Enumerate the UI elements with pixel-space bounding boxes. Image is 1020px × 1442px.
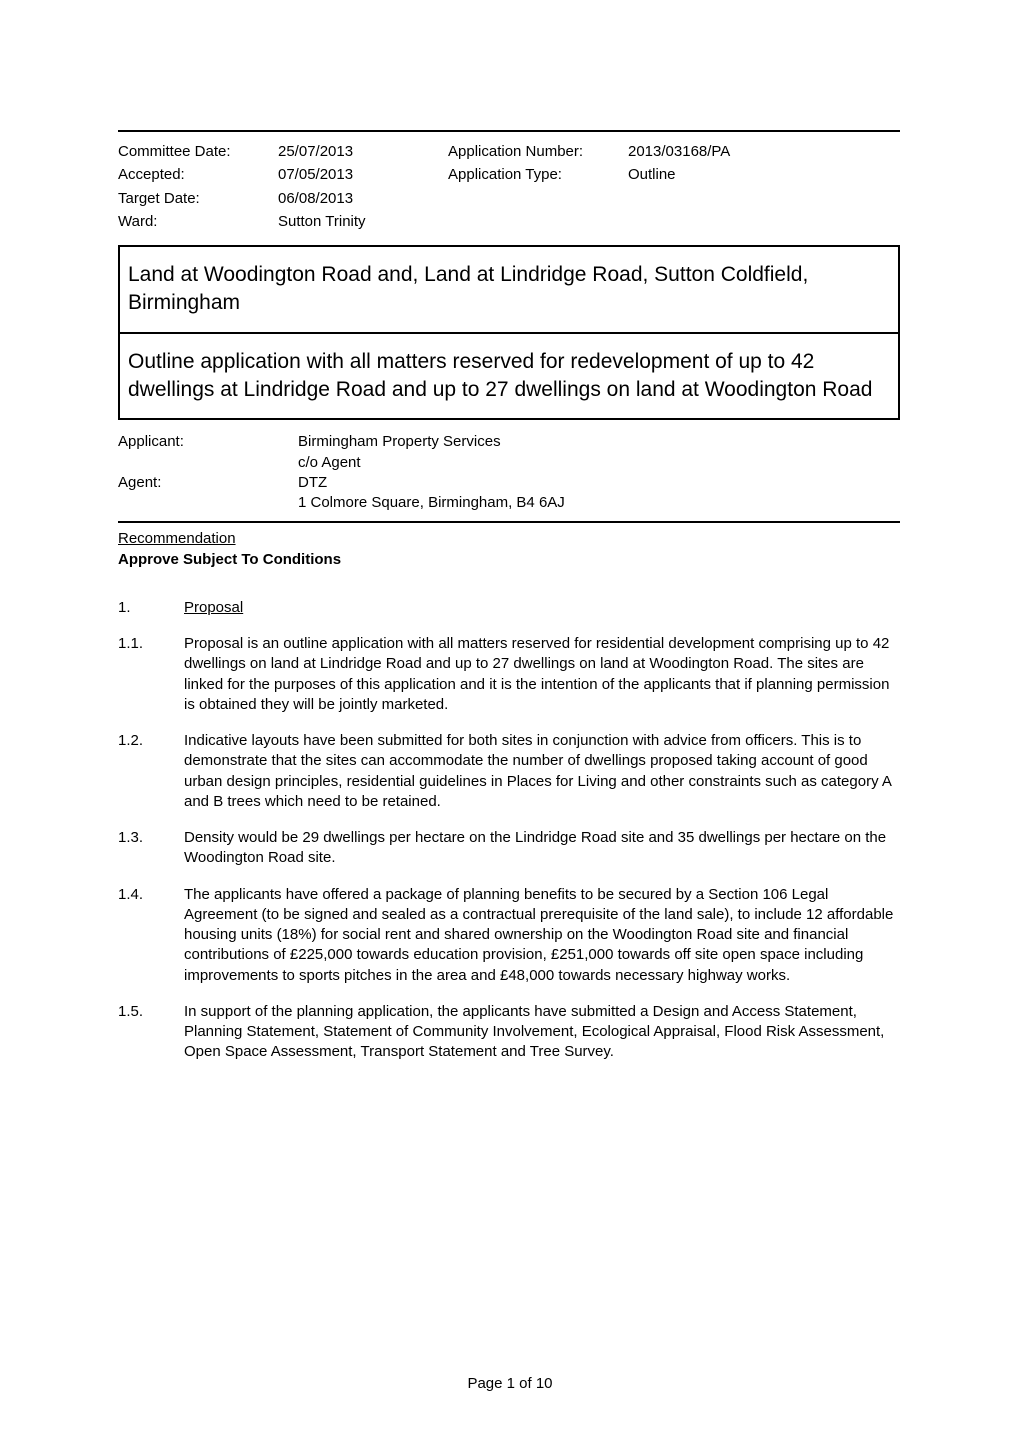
- recommendation-block: Recommendation Approve Subject To Condit…: [118, 529, 900, 570]
- paragraph-1-5: 1.5. In support of the planning applicat…: [118, 1002, 900, 1063]
- meta-block: Committee Date: 25/07/2013 Application N…: [118, 130, 900, 245]
- agent-row: Agent: DTZ 1 Colmore Square, Birmingham,…: [118, 473, 900, 514]
- target-date-label: Target Date:: [118, 189, 278, 209]
- paragraph-text: Density would be 29 dwellings per hectar…: [184, 828, 900, 869]
- agent-line-1: DTZ: [298, 473, 900, 493]
- section-1-heading: 1. Proposal: [118, 598, 900, 618]
- accepted-label: Accepted:: [118, 165, 278, 185]
- section-title: Proposal: [184, 598, 900, 618]
- paragraph-number: 1.5.: [118, 1002, 184, 1063]
- paragraph-1-4: 1.4. The applicants have offered a packa…: [118, 885, 900, 986]
- ward-label: Ward:: [118, 212, 278, 232]
- applicant-value: Birmingham Property Services c/o Agent: [298, 432, 900, 473]
- section-number: 1.: [118, 598, 184, 618]
- target-date-value: 06/08/2013: [278, 189, 448, 209]
- ward-value: Sutton Trinity: [278, 212, 448, 232]
- agent-value: DTZ 1 Colmore Square, Birmingham, B4 6AJ: [298, 473, 900, 514]
- paragraph-number: 1.3.: [118, 828, 184, 869]
- meta-row-ward: Ward: Sutton Trinity: [118, 212, 900, 232]
- site-address-box: Land at Woodington Road and, Land at Lin…: [120, 247, 898, 332]
- paragraph-number: 1.1.: [118, 634, 184, 715]
- page-footer: Page 1 of 10: [0, 1374, 1020, 1394]
- meta-row-committee-date: Committee Date: 25/07/2013 Application N…: [118, 142, 900, 162]
- accepted-value: 07/05/2013: [278, 165, 448, 185]
- parties-block: Applicant: Birmingham Property Services …: [118, 432, 900, 523]
- agent-line-2: 1 Colmore Square, Birmingham, B4 6AJ: [298, 493, 900, 513]
- application-number-label: Application Number:: [448, 142, 628, 162]
- application-number-value: 2013/03168/PA: [628, 142, 900, 162]
- applicant-label: Applicant:: [118, 432, 298, 473]
- paragraph-1-1: 1.1. Proposal is an outline application …: [118, 634, 900, 715]
- paragraph-number: 1.4.: [118, 885, 184, 986]
- paragraph-text: Proposal is an outline application with …: [184, 634, 900, 715]
- paragraph-number: 1.2.: [118, 731, 184, 812]
- applicant-line-1: Birmingham Property Services: [298, 432, 900, 452]
- paragraph-text: The applicants have offered a package of…: [184, 885, 900, 986]
- committee-date-value: 25/07/2013: [278, 142, 448, 162]
- numbered-sections: 1. Proposal 1.1. Proposal is an outline …: [118, 598, 900, 1063]
- page-content: Committee Date: 25/07/2013 Application N…: [0, 0, 1020, 1063]
- paragraph-text: In support of the planning application, …: [184, 1002, 900, 1063]
- proposal-description-box: Outline application with all matters res…: [120, 332, 898, 419]
- paragraph-1-3: 1.3. Density would be 29 dwellings per h…: [118, 828, 900, 869]
- applicant-row: Applicant: Birmingham Property Services …: [118, 432, 900, 473]
- agent-label: Agent:: [118, 473, 298, 514]
- application-type-label: Application Type:: [448, 165, 628, 185]
- paragraph-1-2: 1.2. Indicative layouts have been submit…: [118, 731, 900, 812]
- title-description-box-group: Land at Woodington Road and, Land at Lin…: [118, 245, 900, 420]
- meta-row-accepted: Accepted: 07/05/2013 Application Type: O…: [118, 165, 900, 185]
- recommendation-heading: Recommendation: [118, 529, 900, 549]
- application-type-value: Outline: [628, 165, 900, 185]
- meta-row-target-date: Target Date: 06/08/2013: [118, 189, 900, 209]
- paragraph-text: Indicative layouts have been submitted f…: [184, 731, 900, 812]
- recommendation-text: Approve Subject To Conditions: [118, 550, 900, 570]
- applicant-line-2: c/o Agent: [298, 453, 900, 473]
- committee-date-label: Committee Date:: [118, 142, 278, 162]
